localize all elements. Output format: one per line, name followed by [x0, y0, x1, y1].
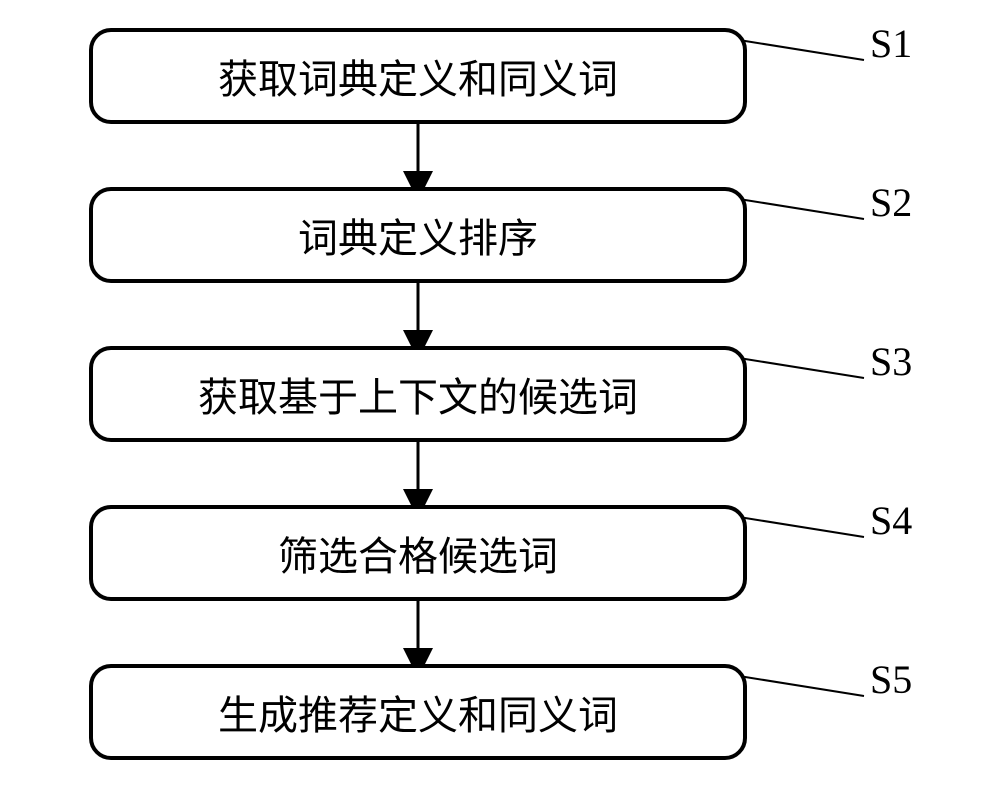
- flow-node-text: 获取基于上下文的候选词: [198, 365, 638, 423]
- label-connector: [739, 517, 864, 537]
- flow-node-n1: 获取词典定义和同义词: [89, 28, 747, 124]
- flow-node-text: 词典定义排序: [298, 206, 538, 264]
- step-label-S5: S5: [870, 656, 912, 703]
- flow-node-n4: 筛选合格候选词: [89, 505, 747, 601]
- flow-node-text: 生成推荐定义和同义词: [218, 683, 618, 741]
- step-label-S4: S4: [870, 497, 912, 544]
- flow-node-n3: 获取基于上下文的候选词: [89, 346, 747, 442]
- label-connector: [739, 40, 864, 60]
- step-label-S1: S1: [870, 20, 912, 67]
- step-label-S2: S2: [870, 179, 912, 226]
- flow-node-text: 筛选合格候选词: [278, 524, 558, 582]
- flow-node-n2: 词典定义排序: [89, 187, 747, 283]
- label-connector: [739, 676, 864, 696]
- step-label-S3: S3: [870, 338, 912, 385]
- label-connector: [739, 199, 864, 219]
- flowchart-canvas: 获取词典定义和同义词 S1 词典定义排序 S2 获取基于上下文的候选词 S3 筛选合格候选词…: [0, 0, 1000, 806]
- flow-node-text: 获取词典定义和同义词: [218, 47, 618, 105]
- label-connector: [739, 358, 864, 378]
- flow-node-n5: 生成推荐定义和同义词: [89, 664, 747, 760]
